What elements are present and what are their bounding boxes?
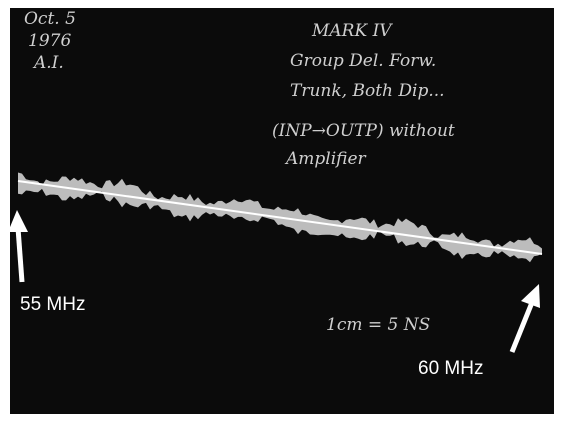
date-line: 1976	[28, 31, 71, 51]
label-start: 55 MHz	[20, 294, 85, 315]
reference-line	[17, 180, 543, 255]
note-line: MARK IV	[311, 21, 393, 41]
note-line: Trunk, Both Dip...	[290, 81, 445, 101]
arrow-end	[509, 284, 540, 353]
note-line: (INP→OUTP) without	[272, 121, 455, 141]
note-line: Group Del. Forw.	[290, 51, 436, 71]
date-line: Oct. 5	[24, 9, 76, 29]
scale-note: 1cm = 5 NS	[326, 315, 430, 335]
note-line: Amplifier	[284, 149, 367, 169]
date-line: A.I.	[32, 53, 64, 73]
arrow-start	[8, 210, 28, 283]
label-end: 60 MHz	[418, 358, 483, 379]
